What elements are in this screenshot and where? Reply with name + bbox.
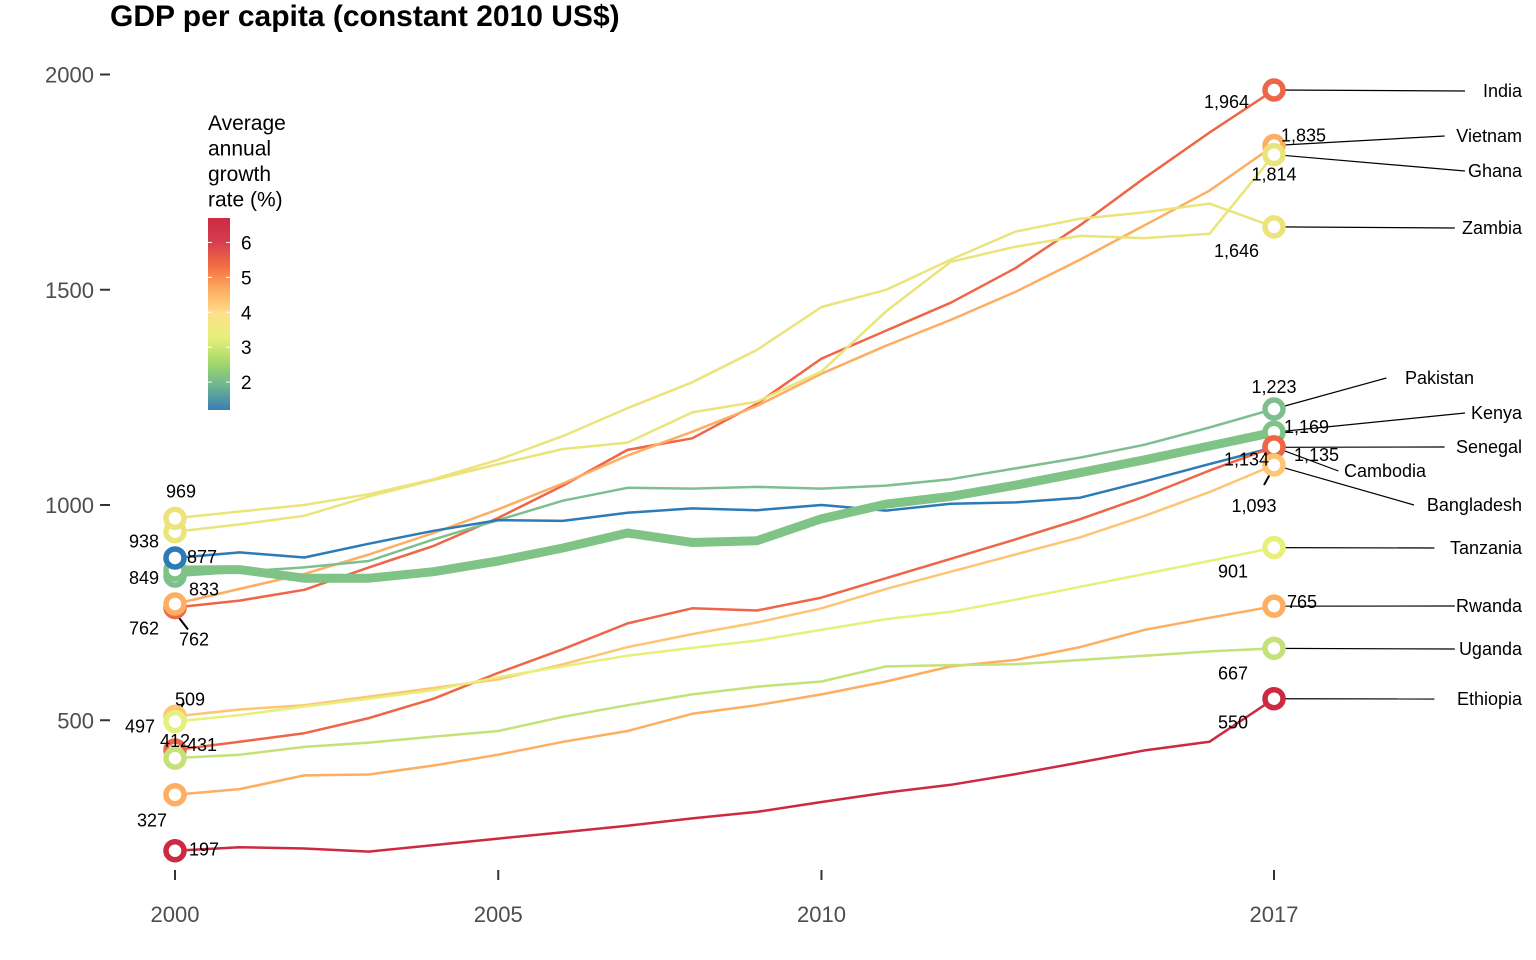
start-marker-vietnam [163, 592, 187, 616]
legend-tick-label: 4 [241, 303, 252, 324]
start-value-label: 197 [189, 840, 219, 860]
series-line-rwanda [173, 604, 1276, 796]
series-line-bangladesh [173, 463, 1276, 718]
series-line-kenya [170, 427, 1279, 583]
leader-line [1273, 135, 1445, 147]
end-value-label: 667 [1218, 663, 1248, 683]
country-label-tanzania: Tanzania [1450, 538, 1523, 558]
end-value-label: 765 [1287, 592, 1317, 612]
country-label-uganda: Uganda [1459, 639, 1523, 659]
series-line-tanzania [173, 546, 1276, 723]
start-value-label: 327 [137, 811, 167, 831]
series-line-zambia [173, 202, 1276, 520]
start-value-label: 849 [129, 568, 159, 588]
end-marker-ethiopia [1262, 686, 1286, 711]
x-tick-label: 2017 [1250, 902, 1299, 927]
end-value-label: 1,814 [1251, 165, 1296, 185]
legend-colorbar [208, 218, 230, 410]
end-marker-zambia [1262, 215, 1286, 239]
start-marker-zambia [163, 506, 187, 531]
country-label-kenya: Kenya [1471, 403, 1523, 423]
x-tick-label: 2000 [151, 902, 200, 927]
end-value-label: 1,835 [1281, 126, 1326, 146]
start-value-label: 833 [189, 579, 219, 599]
country-label-ethiopia: Ethiopia [1457, 689, 1523, 709]
series-line-ghana [173, 153, 1276, 533]
leader-lines [174, 89, 1466, 719]
end-value-label: 1,964 [1204, 92, 1249, 112]
y-tick-label: 1000 [45, 493, 94, 518]
series-line-senegal [173, 446, 1276, 560]
start-value-label: 412 [160, 731, 190, 751]
start-marker-rwanda [163, 782, 187, 807]
end-value-label: 1,135 [1294, 445, 1339, 465]
end-marker-bangladesh [1262, 453, 1286, 477]
start-value-label: 938 [129, 532, 159, 552]
data-labels: 762 1,964 India 1,835 Vietnam 938 1,814 Ghana 96… [125, 81, 1523, 860]
start-value-label: 877 [187, 547, 217, 567]
legend-tick-label: 6 [241, 233, 252, 254]
leader-line [1273, 89, 1466, 92]
start-value-label: 431 [187, 735, 217, 755]
start-value-label: 762 [179, 629, 209, 649]
x-tick-label: 2010 [797, 902, 846, 927]
leader-line [1273, 647, 1455, 650]
country-label-rwanda: Rwanda [1456, 596, 1523, 616]
country-label-india: India [1483, 81, 1523, 101]
end-value-label: 1,134 [1224, 449, 1269, 469]
end-value-label: 1,646 [1214, 241, 1259, 261]
x-tick-label: 2005 [474, 902, 523, 927]
series-line-cambodia [173, 445, 1276, 752]
y-tick-label: 1500 [45, 278, 94, 303]
start-value-label: 762 [129, 618, 159, 638]
series-line-pakistan [173, 407, 1276, 578]
country-label-pakistan: Pakistan [1405, 368, 1474, 388]
end-marker-ghana [1262, 142, 1286, 167]
start-value-label: 497 [125, 717, 155, 737]
series-line-vietnam [173, 144, 1276, 606]
end-marker-pakistan [1262, 397, 1286, 421]
series-line-uganda [173, 647, 1276, 760]
start-marker-tanzania [163, 709, 187, 734]
y-tick-label: 500 [57, 708, 94, 733]
end-value-label: 1,223 [1251, 377, 1296, 397]
start-marker-ethiopia [163, 838, 187, 863]
end-value-label: 550 [1218, 713, 1248, 733]
series-line-india [173, 88, 1276, 609]
legend-title: Average annual growth rate (%) [208, 112, 286, 212]
start-value-label: 969 [166, 481, 196, 501]
leader-line [1273, 153, 1466, 172]
axes: 500 1000 1500 2000 2000 2005 2010 2017 [45, 63, 1298, 928]
y-tick-label: 2000 [45, 63, 94, 88]
country-label-senegal: Senegal [1456, 437, 1522, 457]
end-marker-rwanda [1262, 594, 1286, 618]
leader-line [1273, 412, 1466, 433]
series-lines [170, 88, 1279, 853]
leader-line [1273, 226, 1455, 229]
color-legend: Average annual growth rate (%) 2 3 4 5 6 [208, 112, 286, 410]
chart-title: GDP per capita (constant 2010 US$) [110, 0, 620, 33]
country-label-vietnam: Vietnam [1456, 126, 1522, 146]
end-marker-tanzania [1262, 535, 1286, 560]
legend-tick-label: 2 [241, 373, 252, 394]
end-marker-india [1262, 78, 1286, 102]
country-label-bangladesh: Bangladesh [1427, 495, 1522, 515]
start-marker-uganda [163, 746, 187, 770]
leader-line [1273, 464, 1415, 506]
end-value-label: 901 [1218, 562, 1248, 582]
country-label-cambodia: Cambodia [1344, 461, 1427, 481]
end-marker-uganda [1262, 636, 1286, 661]
series-line-ethiopia [173, 697, 1276, 853]
end-value-label: 1,093 [1231, 496, 1276, 516]
country-label-zambia: Zambia [1462, 218, 1523, 238]
start-marker-senegal [163, 546, 187, 570]
end-value-label: 1,169 [1284, 417, 1329, 437]
legend-tick-label: 3 [241, 338, 252, 359]
country-label-ghana: Ghana [1468, 161, 1523, 181]
end-markers [163, 78, 1286, 863]
leader-line [1273, 377, 1387, 410]
legend-tick-label: 5 [241, 268, 252, 289]
start-value-label: 509 [175, 689, 205, 709]
